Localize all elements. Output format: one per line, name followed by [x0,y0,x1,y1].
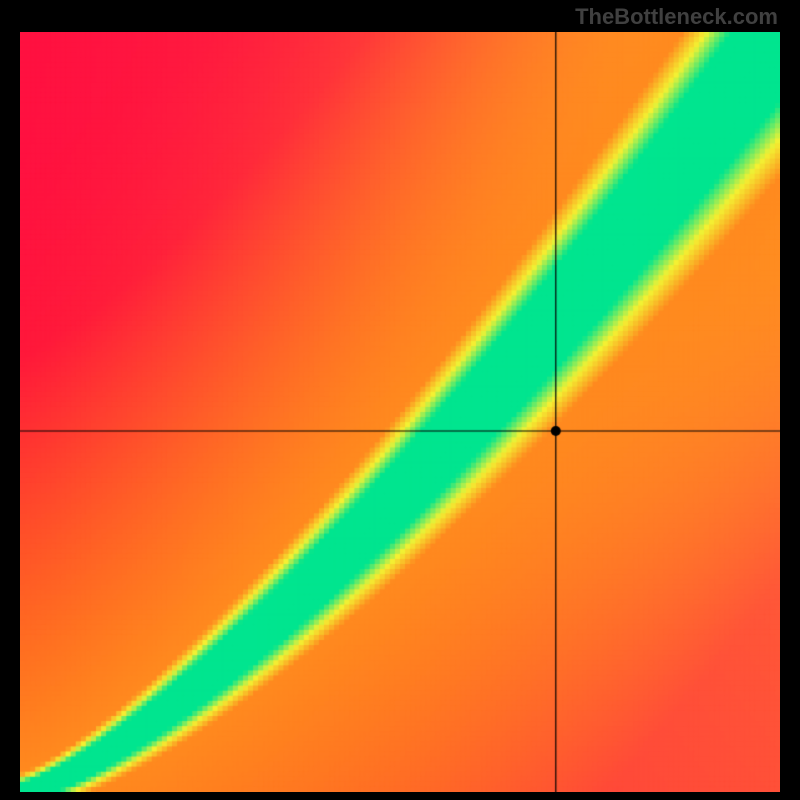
watermark: TheBottleneck.com [575,4,778,30]
bottleneck-heatmap [20,32,780,792]
chart-container: { "watermark": { "text": "TheBottleneck.… [0,0,800,800]
